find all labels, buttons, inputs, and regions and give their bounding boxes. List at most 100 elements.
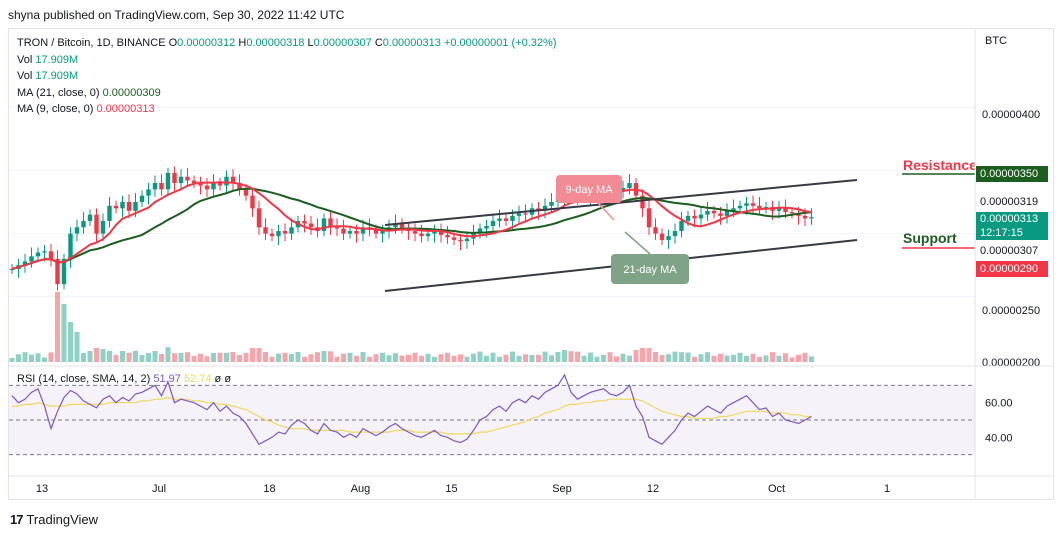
volume-series xyxy=(9,292,814,362)
volume-bar xyxy=(139,355,145,362)
volume-bar xyxy=(555,352,561,362)
volume-bar xyxy=(438,354,444,362)
legend-ma9-label: MA (9, close, 0) xyxy=(17,103,94,115)
ma9-callout-pointer xyxy=(597,202,615,221)
time-tick-label: 18 xyxy=(263,483,275,495)
legend-open: 0.00000312 xyxy=(177,37,236,49)
volume-bar xyxy=(55,292,60,362)
candle-body xyxy=(120,202,125,209)
volume-bar xyxy=(711,355,717,362)
candle-body xyxy=(757,205,762,209)
volume-bar xyxy=(341,353,346,362)
candle-body xyxy=(191,180,197,184)
volume-bar xyxy=(152,351,158,362)
volume-bar xyxy=(107,350,112,362)
volume-bar xyxy=(620,353,626,362)
ma21-callout-pointer xyxy=(624,231,651,255)
volume-bar xyxy=(48,352,54,362)
volume-bar xyxy=(601,354,606,362)
volume-bar xyxy=(399,355,405,362)
candle-body xyxy=(627,183,632,189)
candle-body xyxy=(666,236,671,240)
currency-label: BTC xyxy=(985,35,1007,47)
footer-brand[interactable]: 17 TradingView xyxy=(10,512,98,527)
candle-body xyxy=(750,203,756,206)
publisher-line: shyna published on TradingView.com, Sep … xyxy=(8,8,345,22)
volume-bar xyxy=(386,355,392,362)
volume-bar xyxy=(315,352,320,362)
volume-bar xyxy=(61,304,67,362)
candle-body xyxy=(718,213,723,216)
candle-body xyxy=(250,195,255,209)
candle-body xyxy=(692,215,697,219)
volume-bar xyxy=(211,353,216,362)
candle-body xyxy=(802,215,808,219)
legend-vol2: 17.909M xyxy=(35,70,79,82)
candle-body xyxy=(146,189,151,196)
legend-vol1-label: Vol xyxy=(17,53,33,66)
volume-bar xyxy=(432,356,437,362)
time-tick-label: 15 xyxy=(445,483,457,495)
volume-bar xyxy=(185,352,190,362)
volume-bar xyxy=(464,356,470,362)
candle-body xyxy=(328,218,333,227)
candle-body xyxy=(269,233,275,237)
candle-body xyxy=(61,258,67,285)
volume-bar xyxy=(165,347,171,362)
candle-body xyxy=(640,195,645,209)
candle-body xyxy=(510,215,515,221)
candle-body xyxy=(789,212,795,214)
legend-o-label: O xyxy=(168,37,178,49)
legend-ma9-row: MA (9, close, 0) 0.00000313 xyxy=(17,101,557,118)
volume-bar xyxy=(9,358,15,362)
volume-bar xyxy=(425,353,431,362)
volume-bar xyxy=(263,352,268,362)
candle-body xyxy=(542,205,548,211)
price-tick-label: 0.00000200 xyxy=(982,357,1040,369)
volume-bar xyxy=(406,354,411,362)
volume-bar xyxy=(646,348,652,362)
volume-bar xyxy=(549,355,554,362)
candle-body xyxy=(276,231,281,237)
candle-body xyxy=(523,213,528,215)
legend-change: +0.00000001 (+0.32%) xyxy=(443,37,557,49)
candle-body xyxy=(237,183,242,190)
support-price-label: 0.00000290 xyxy=(976,261,1048,277)
legend-vol2-row: Vol 17.909M xyxy=(17,68,557,85)
candle-body xyxy=(282,231,288,234)
candle-body xyxy=(74,227,80,234)
volume-bar xyxy=(503,354,509,362)
chart-frame[interactable] xyxy=(8,28,1054,500)
legend-symbol[interactable]: TRON / Bitcoin, 1D, BINANCE xyxy=(17,37,166,49)
volume-bar xyxy=(685,352,691,362)
candle-body xyxy=(133,202,138,211)
candle-body xyxy=(224,176,229,186)
rsi-legend-extra2: ø xyxy=(224,373,232,385)
candle-body xyxy=(490,220,496,227)
candle-body xyxy=(659,233,665,240)
candle-body xyxy=(178,176,184,184)
legend-h-label: H xyxy=(238,37,247,49)
candle-body xyxy=(711,210,717,214)
candle-body xyxy=(399,223,405,229)
volume-bar xyxy=(640,348,645,362)
candle-body xyxy=(380,231,385,234)
candle-body xyxy=(107,205,112,221)
volume-bar xyxy=(542,351,548,362)
volume-bar xyxy=(224,352,229,362)
ma21-price-label: 0.00000307 xyxy=(976,243,1048,259)
candle-body xyxy=(29,256,34,262)
volume-bar xyxy=(419,355,424,362)
legend-low: 0.00000307 xyxy=(313,37,372,49)
volume-bar xyxy=(100,349,106,362)
volume-bar xyxy=(217,352,223,362)
candle-body xyxy=(35,252,41,257)
volume-bar xyxy=(42,357,47,362)
volume-bar xyxy=(523,354,528,362)
candle-body xyxy=(731,208,736,211)
ma21-callout: 21-day MA xyxy=(611,231,689,284)
candle-body xyxy=(451,237,457,240)
candle-body xyxy=(432,231,437,234)
price-pane: Resistance Support 9-day MA 21-day MA xyxy=(9,106,975,362)
